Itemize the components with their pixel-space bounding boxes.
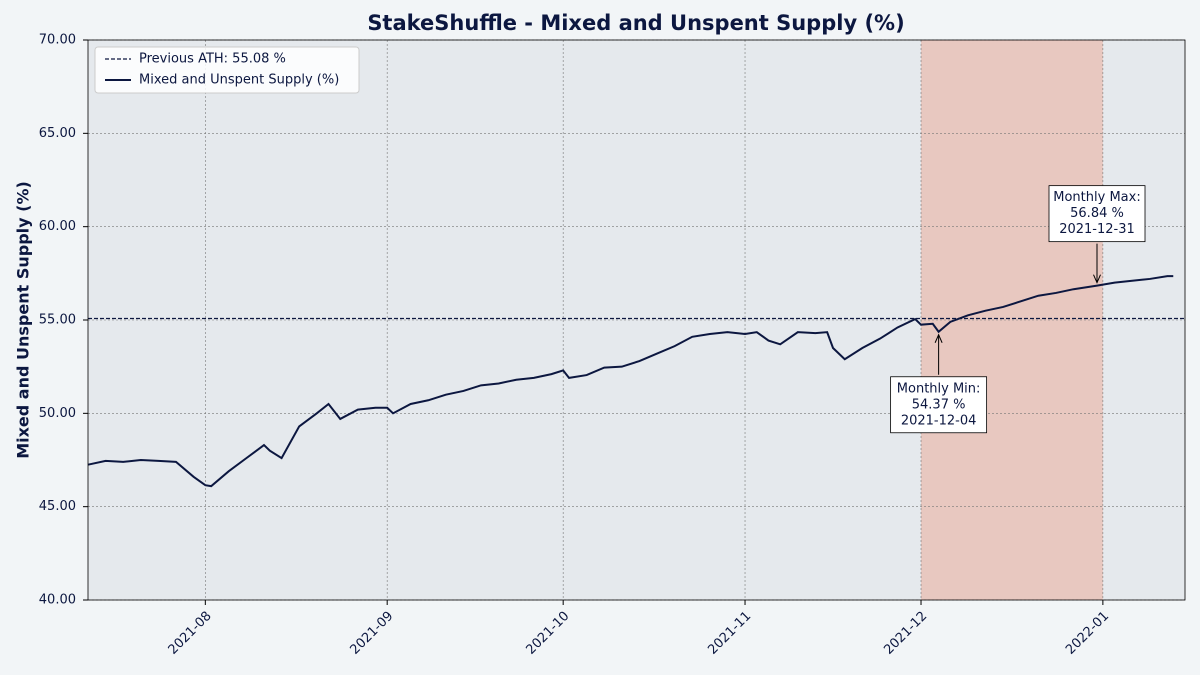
annotation-arrowhead (934, 333, 943, 343)
annotation-text: 2021-12-31 (1059, 222, 1135, 237)
annotation-text: Monthly Max: (1053, 190, 1140, 205)
legend-label: Previous ATH: 55.08 % (139, 52, 286, 67)
annotation-text: Monthly Min: (897, 381, 981, 396)
y-axis-label: Mixed and Unspent Supply (%) (14, 181, 33, 459)
plot-frame (87, 39, 1186, 601)
y-tick-label: 55.00 (39, 313, 76, 328)
y-tick-label: 50.00 (39, 406, 76, 421)
annotation-box (890, 376, 988, 434)
y-tick-label: 65.00 (39, 126, 76, 141)
y-tick-label: 60.00 (39, 219, 76, 234)
chart-title: StakeShuffle - Mixed and Unspent Supply … (367, 11, 904, 35)
legend-label: Mixed and Unspent Supply (%) (139, 73, 339, 88)
annotation-text: 54.37 % (912, 397, 966, 412)
annotation-text: 2021-12-04 (901, 413, 977, 428)
legend-box (94, 46, 360, 94)
y-tick-label: 40.00 (39, 593, 76, 608)
y-tick-label: 70.00 (39, 33, 76, 48)
annotation-arrowhead (1093, 274, 1101, 284)
data-line (87, 275, 1174, 488)
annotation-text: 56.84 % (1070, 206, 1124, 221)
y-tick-label: 45.00 (39, 499, 76, 514)
annotation-box (1048, 185, 1146, 243)
